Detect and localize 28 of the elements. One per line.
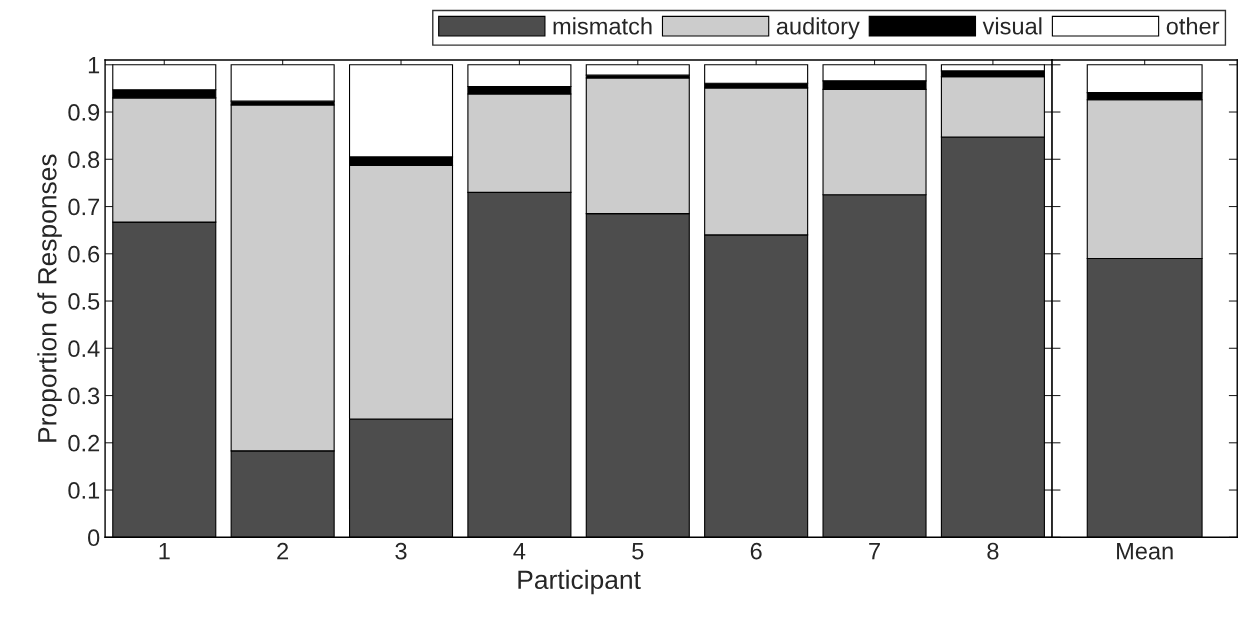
y-axis-title: Proportion of Responses — [37, 154, 62, 442]
x-tick-label: Mean — [1117, 543, 1173, 560]
legend-label: visual — [982, 17, 1042, 35]
y-tick-label: 0.7 — [68, 198, 100, 216]
x-tick-label: 8 — [987, 542, 999, 560]
y-tick-label: 0.9 — [68, 104, 100, 121]
x-tick-label: 4 — [513, 543, 526, 560]
y-tick-label: 0.3 — [68, 387, 100, 405]
x-tick-label: 5 — [632, 543, 644, 560]
y-tick-label: 0.5 — [68, 293, 100, 310]
legend-label: other — [1166, 17, 1220, 35]
y-tick-label: 0.2 — [68, 434, 100, 452]
x-tick-label: 1 — [159, 543, 170, 560]
x-tick-label: 6 — [750, 542, 762, 560]
y-tick-label: 1 — [88, 57, 100, 74]
x-tick-label: 3 — [395, 542, 407, 560]
y-tick-label: 0.4 — [68, 340, 100, 358]
y-tick-label: 0 — [88, 529, 100, 547]
y-tick-label: 0.8 — [68, 151, 100, 169]
legend-label: mismatch — [553, 17, 652, 35]
bar — [585, 64, 690, 76]
x-tick-label: 7 — [869, 543, 880, 560]
legend-label: auditory — [776, 17, 860, 40]
bar — [230, 64, 335, 102]
x-tick-label: 2 — [277, 542, 289, 560]
y-tick-label: 0.6 — [68, 245, 100, 263]
y-tick-label: 0.1 — [68, 482, 100, 499]
x-axis-title: Participant — [518, 569, 641, 595]
